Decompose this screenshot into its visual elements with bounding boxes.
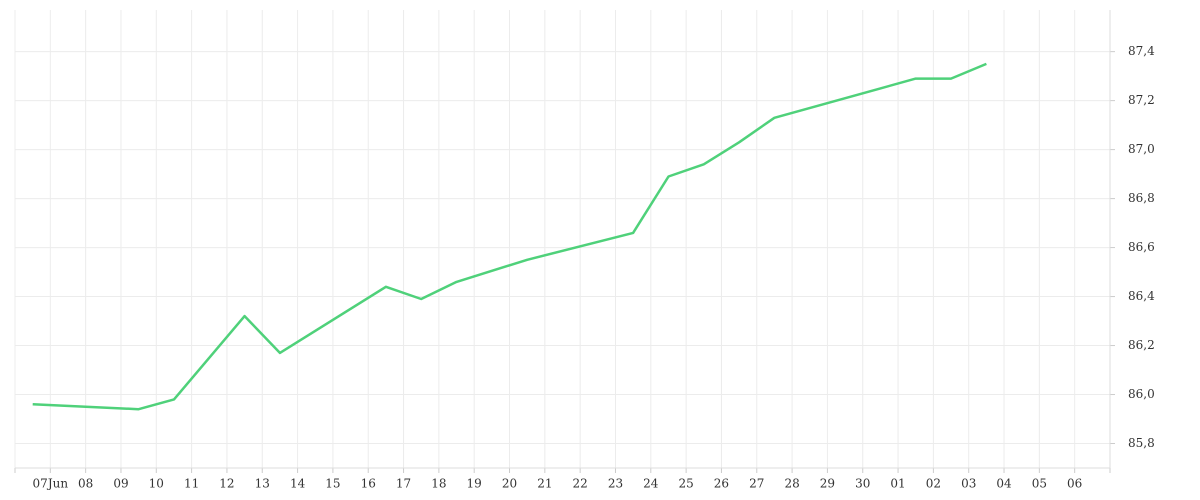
x-tick-label: 08: [78, 477, 93, 491]
y-tick-label: 87,2: [1128, 93, 1155, 107]
y-tick-label: 85,8: [1128, 436, 1155, 450]
y-tick-label: 87,4: [1128, 44, 1155, 58]
x-tick-label: 14: [290, 477, 306, 491]
x-tick-label: 01: [890, 477, 905, 491]
x-tick-label: 10: [149, 477, 164, 491]
x-tick-label: 18: [431, 477, 446, 491]
x-tick-label: 04: [996, 477, 1012, 491]
x-tick-label: 27: [749, 477, 764, 491]
y-tick-label: 87,0: [1128, 142, 1155, 156]
x-tick-label: 12: [219, 477, 234, 491]
x-tick-label: 17: [396, 477, 411, 491]
y-tick-label: 86,6: [1128, 240, 1155, 254]
x-tick-label: 22: [573, 477, 588, 491]
x-tick-label: 05: [1032, 477, 1047, 491]
x-tick-label: 06: [1067, 477, 1082, 491]
x-tick-label: 07Jun: [33, 477, 69, 491]
x-tick-label: 23: [608, 477, 623, 491]
x-tick-label: 30: [855, 477, 870, 491]
x-tick-label: 25: [678, 477, 693, 491]
x-tick-label: 03: [961, 477, 976, 491]
x-tick-label: 24: [643, 477, 659, 491]
y-tick-label: 86,2: [1128, 338, 1155, 352]
x-tick-label: 09: [113, 477, 128, 491]
x-tick-label: 13: [255, 477, 270, 491]
y-tick-label: 86,4: [1128, 289, 1155, 303]
y-tick-label: 86,0: [1128, 387, 1155, 401]
x-tick-label: 28: [784, 477, 799, 491]
x-tick-label: 29: [820, 477, 835, 491]
x-tick-label: 02: [926, 477, 941, 491]
x-tick-label: 16: [361, 477, 376, 491]
x-tick-label: 26: [714, 477, 729, 491]
x-tick-label: 21: [537, 477, 552, 491]
x-tick-label: 19: [467, 477, 482, 491]
x-tick-label: 11: [184, 477, 199, 491]
y-tick-label: 86,8: [1128, 191, 1155, 205]
line-series: [32, 62, 987, 411]
x-tick-label: 15: [325, 477, 340, 491]
x-tick-label: 20: [502, 477, 517, 491]
